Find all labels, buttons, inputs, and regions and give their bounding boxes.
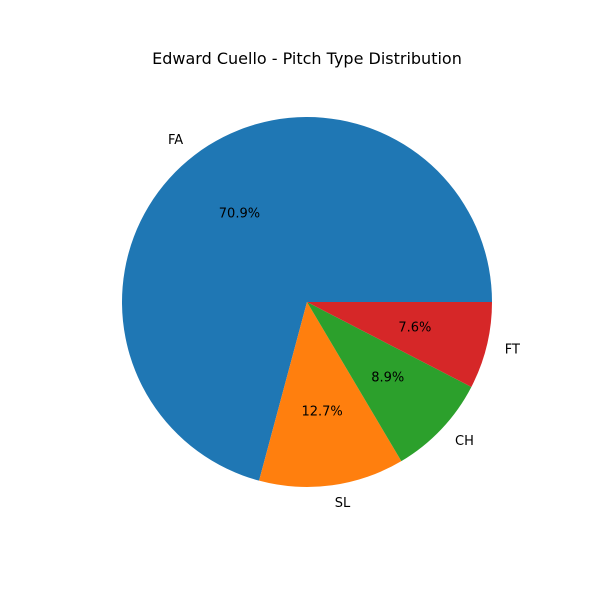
slice-percent-ft: 7.6% xyxy=(398,321,431,336)
pie-slice-fa xyxy=(122,117,492,481)
slice-label-sl: SL xyxy=(335,496,351,511)
pie-slice-sl xyxy=(259,302,402,487)
slice-label-fa: FA xyxy=(168,133,183,148)
slice-percent-sl: 12.7% xyxy=(301,404,342,419)
pie-slices xyxy=(122,117,492,487)
slice-label-ft: FT xyxy=(505,343,520,358)
pie-slice-ft xyxy=(307,302,492,387)
slice-percent-fa: 70.9% xyxy=(219,206,260,221)
slice-percent-ch: 8.9% xyxy=(371,371,404,386)
pie-slice-ch xyxy=(307,302,472,462)
slice-label-ch: CH xyxy=(455,434,474,449)
pie-labels: FA 70.9% SL 12.7% CH 8.9% FT 7.6% xyxy=(168,133,520,511)
chart-title: Edward Cuello - Pitch Type Distribution xyxy=(152,49,462,68)
